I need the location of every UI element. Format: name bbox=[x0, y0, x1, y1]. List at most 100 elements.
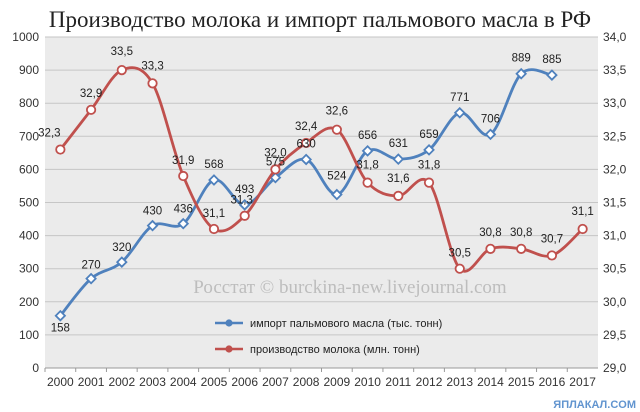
y-right-tick-label: 32,5 bbox=[603, 129, 627, 143]
y-left-tick-label: 200 bbox=[19, 295, 39, 309]
data-point bbox=[270, 164, 281, 175]
watermark-text: Росстат © burckina-new.livejournal.com bbox=[193, 277, 507, 298]
y-right-tick-label: 29,5 bbox=[603, 328, 627, 342]
data-label: 430 bbox=[143, 206, 162, 218]
legend-marker-milk bbox=[225, 345, 233, 353]
x-tick-label: 2017 bbox=[569, 375, 596, 389]
data-point bbox=[147, 78, 158, 89]
x-tick-label: 2007 bbox=[262, 375, 289, 389]
data-label: 32,3 bbox=[38, 128, 60, 140]
data-point bbox=[85, 272, 97, 285]
data-point bbox=[577, 223, 588, 235]
legend-label-palm-oil: импорт пальмового масла (тыс. тонн) bbox=[250, 318, 442, 330]
series-layer bbox=[54, 65, 588, 322]
data-point bbox=[361, 144, 374, 157]
corner-watermark: ЯПЛАКАЛ.COM bbox=[553, 399, 636, 411]
data-label: 656 bbox=[358, 130, 377, 142]
data-label: 524 bbox=[327, 171, 347, 183]
x-tick-label: 2005 bbox=[201, 375, 228, 389]
y-left-tick-label: 0 bbox=[32, 361, 39, 375]
data-point bbox=[239, 210, 250, 221]
y-right-tick-label: 30,0 bbox=[603, 295, 627, 309]
data-point bbox=[331, 124, 342, 135]
data-point bbox=[301, 137, 312, 149]
legend-label-milk: производство молока (млн. тонн) bbox=[250, 344, 420, 356]
x-tick-label: 2003 bbox=[139, 375, 166, 389]
y-right-tick-label: 31,5 bbox=[603, 196, 627, 210]
y-left-tick-label: 800 bbox=[19, 96, 39, 110]
data-label: 436 bbox=[174, 204, 193, 216]
x-tick-label: 2000 bbox=[47, 375, 74, 389]
data-point bbox=[484, 128, 497, 141]
data-point bbox=[423, 177, 435, 188]
data-label: 31,3 bbox=[230, 195, 252, 207]
data-point bbox=[238, 198, 251, 211]
data-point bbox=[546, 250, 558, 261]
data-point bbox=[546, 69, 558, 81]
x-tick-label: 2006 bbox=[231, 375, 258, 389]
y-left-tick-label: 1000 bbox=[12, 30, 39, 44]
data-label: 31,8 bbox=[418, 160, 440, 172]
x-tick-label: 2013 bbox=[446, 375, 473, 389]
data-point bbox=[178, 170, 189, 182]
data-label: 320 bbox=[112, 242, 131, 254]
data-point bbox=[85, 104, 97, 115]
data-point bbox=[516, 243, 527, 254]
x-tick-label: 2002 bbox=[108, 375, 135, 389]
data-point bbox=[392, 153, 405, 166]
x-tick-label: 2009 bbox=[324, 375, 351, 389]
x-tick-label: 2001 bbox=[78, 375, 105, 389]
x-tick-label: 2012 bbox=[416, 375, 443, 389]
data-label: 706 bbox=[481, 113, 500, 125]
data-label: 33,3 bbox=[141, 60, 163, 72]
data-label: 32,4 bbox=[295, 121, 318, 133]
data-label: 30,7 bbox=[541, 233, 563, 245]
data-label: 659 bbox=[419, 129, 438, 141]
data-point bbox=[454, 263, 465, 274]
data-point bbox=[393, 190, 404, 201]
data-point bbox=[208, 174, 220, 186]
series-0 bbox=[54, 67, 558, 322]
y-right-tick-label: 32,0 bbox=[603, 162, 627, 176]
label-layer: 158 270 320 430 436 568 493 575 630 524 656 631 659 7… bbox=[38, 46, 594, 335]
data-label: 32,6 bbox=[326, 106, 348, 118]
legend: импорт пальмового масла (тыс. тонн) прои… bbox=[215, 318, 442, 356]
data-label: 575 bbox=[266, 157, 285, 169]
axis-layer: 0 100 200 300 400 500 600 700 800 900 1000 29,0 29,5… bbox=[12, 30, 626, 389]
data-point bbox=[485, 243, 496, 254]
x-tick-label: 2008 bbox=[293, 375, 320, 389]
data-label: 630 bbox=[297, 138, 316, 150]
data-point bbox=[208, 223, 220, 235]
y-right-tick-label: 33,0 bbox=[603, 96, 627, 110]
data-point bbox=[300, 153, 313, 166]
y-left-tick-label: 100 bbox=[19, 328, 39, 342]
data-point bbox=[54, 309, 67, 322]
data-label: 31,8 bbox=[356, 160, 378, 172]
y-left-tick-label: 700 bbox=[19, 129, 39, 143]
data-label: 30,5 bbox=[449, 248, 471, 260]
data-label: 32,9 bbox=[80, 88, 102, 100]
data-label: 31,1 bbox=[571, 206, 593, 218]
y-left-tick-label: 600 bbox=[19, 162, 39, 176]
data-point bbox=[423, 143, 435, 156]
data-label: 31,1 bbox=[203, 208, 225, 220]
data-label: 30,8 bbox=[510, 227, 532, 239]
y-left-tick-label: 900 bbox=[19, 63, 39, 77]
data-label: 32,0 bbox=[264, 147, 286, 159]
chart-title: Производство молока и импорт пальмового … bbox=[49, 7, 591, 32]
data-point bbox=[453, 106, 466, 119]
legend-marker-palm-oil bbox=[225, 319, 233, 327]
data-point bbox=[515, 67, 528, 80]
data-label: 31,9 bbox=[172, 155, 194, 167]
x-tick-label: 2010 bbox=[354, 375, 381, 389]
y-left-tick-label: 400 bbox=[19, 229, 39, 243]
grid-layer bbox=[45, 36, 598, 369]
data-point bbox=[146, 219, 159, 232]
x-tick-label: 2015 bbox=[508, 375, 535, 389]
y-right-tick-label: 30,5 bbox=[603, 262, 627, 276]
y-left-tick-label: 300 bbox=[19, 262, 39, 276]
data-label: 885 bbox=[542, 54, 561, 66]
series-1 bbox=[55, 65, 588, 274]
data-point bbox=[115, 256, 128, 268]
data-label: 270 bbox=[81, 260, 100, 272]
